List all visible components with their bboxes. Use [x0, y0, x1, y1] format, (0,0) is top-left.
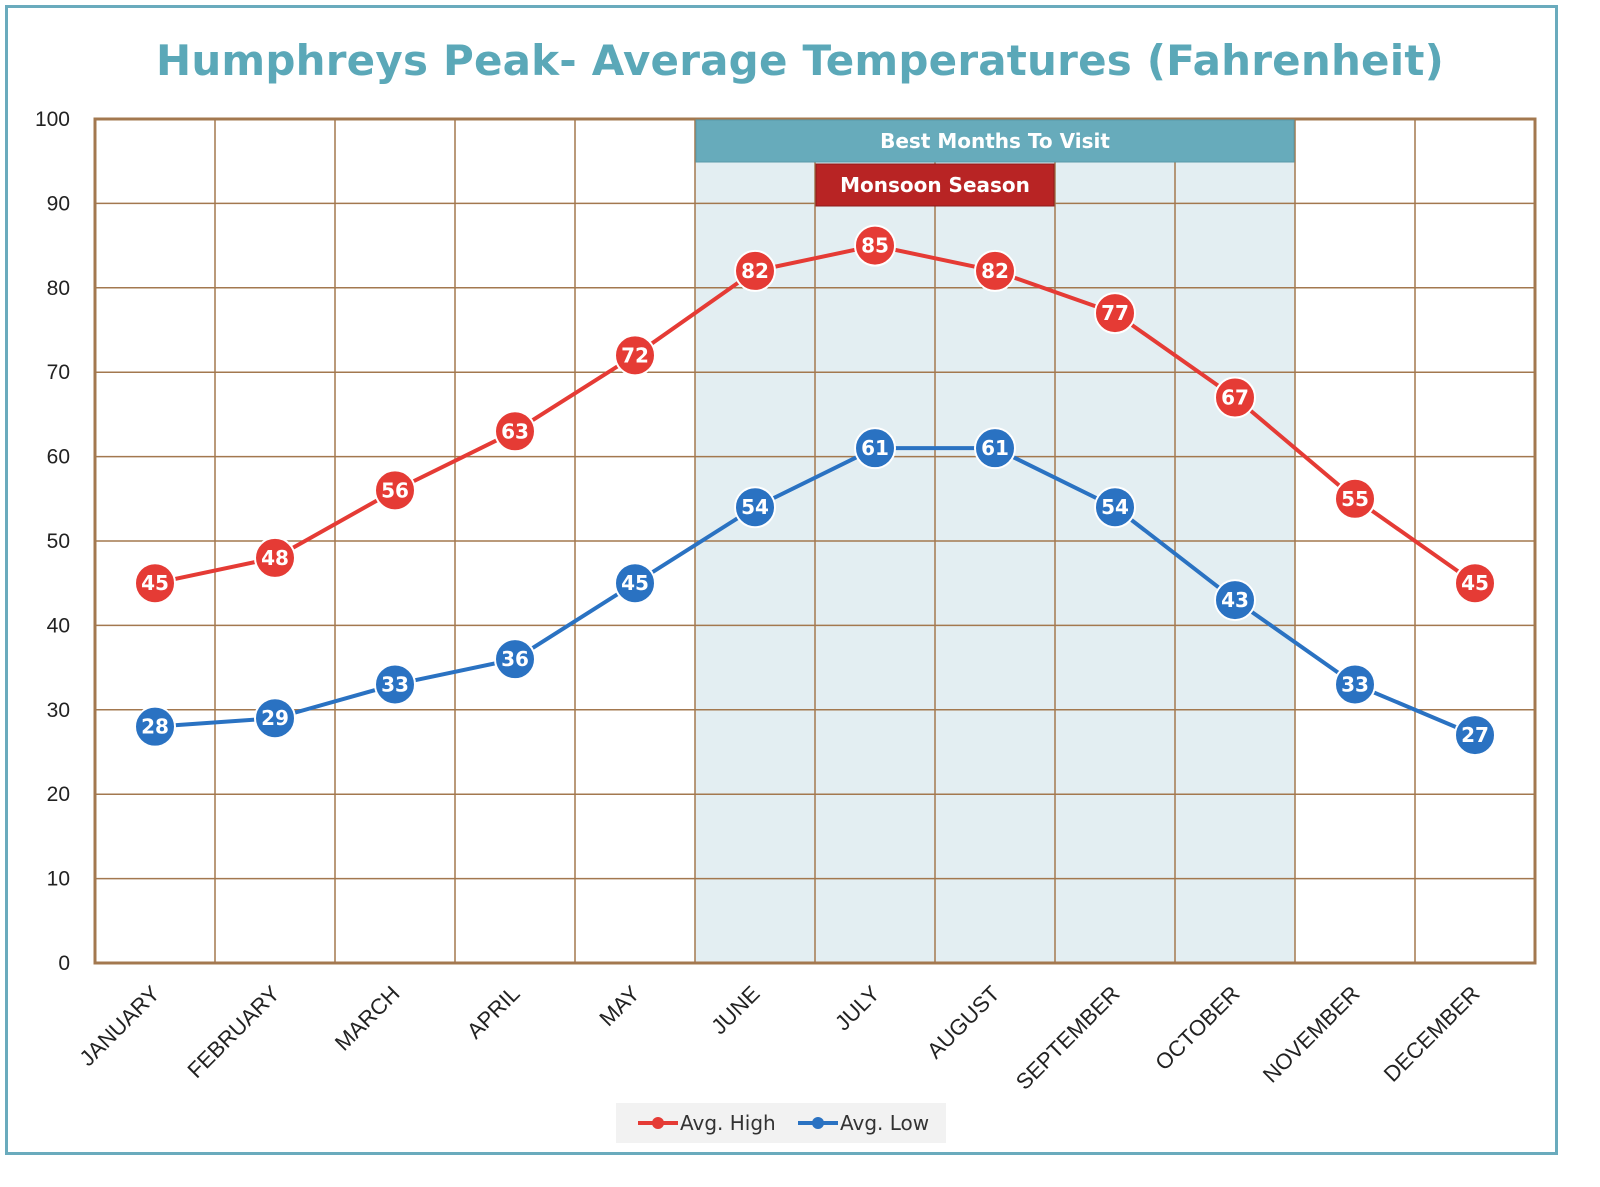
x-tick-label: JANUARY [75, 981, 165, 1071]
x-axis-ticks: JANUARY FEBRUARY MARCH APRIL MAY JUNE JULY AUGU… [75, 981, 1485, 1095]
y-tick-label: 30 [47, 699, 70, 722]
series-line [154, 243, 1477, 586]
y-tick-label: 0 [58, 952, 70, 975]
data-point [494, 638, 536, 681]
x-tick-label: NOVEMBER [1258, 981, 1365, 1088]
x-tick-label: JUNE [706, 981, 764, 1039]
data-point [374, 663, 416, 706]
data-label: 67 [1221, 386, 1249, 410]
data-point [854, 224, 896, 267]
data-label: 55 [1341, 487, 1369, 511]
data-label: 36 [501, 647, 529, 671]
data-label: 72 [621, 343, 649, 367]
data-label: 28 [141, 715, 169, 739]
data-point [494, 410, 536, 453]
data-point [614, 334, 656, 377]
data-point [1454, 562, 1496, 605]
data-label: 48 [261, 546, 289, 570]
y-tick-label: 100 [35, 108, 70, 131]
y-tick-label: 60 [47, 446, 70, 469]
data-label: 82 [981, 259, 1009, 283]
data-label: 43 [1221, 588, 1249, 612]
x-tick-label: JULY [830, 981, 885, 1036]
legend-marker [812, 1117, 824, 1129]
y-tick-label: 80 [47, 277, 70, 300]
data-point [1334, 663, 1376, 706]
data-point [974, 427, 1016, 470]
chart-title: Humphreys Peak- Average Temperatures (Fa… [155, 36, 1444, 85]
data-label: 45 [621, 571, 649, 595]
y-tick-label: 90 [47, 192, 70, 215]
data-label: 77 [1101, 301, 1129, 325]
y-tick-label: 20 [47, 783, 70, 806]
data-label: 27 [1461, 723, 1489, 747]
x-tick-label: SEPTEMBER [1011, 981, 1125, 1095]
x-tick-label: MAY [594, 981, 644, 1031]
data-point [134, 562, 176, 605]
annotation-label: Best Months To Visit [880, 129, 1110, 153]
x-tick-label: FEBRUARY [182, 981, 284, 1083]
legend-label: Avg. High [680, 1111, 776, 1135]
x-tick-label: AUGUST [922, 981, 1005, 1064]
x-tick-label: OCTOBER [1150, 981, 1244, 1075]
y-tick-label: 10 [47, 868, 70, 891]
data-point [974, 249, 1016, 292]
data-label: 56 [381, 478, 409, 502]
x-tick-label: MARCH [330, 981, 405, 1056]
data-point [254, 536, 296, 579]
x-tick-label: APRIL [462, 981, 525, 1044]
plot-border [93, 117, 1537, 965]
data-label: 45 [141, 571, 169, 595]
data-label: 61 [981, 436, 1009, 460]
x-tick-label: DECEMBER [1379, 981, 1485, 1087]
data-label: 54 [741, 495, 769, 519]
legend: Avg. High Avg. Low [616, 1103, 946, 1143]
data-label: 45 [1461, 571, 1489, 595]
annotation-bar [695, 119, 1295, 163]
y-tick-label: 40 [47, 614, 70, 637]
data-point [614, 562, 656, 605]
data-point [374, 469, 416, 512]
data-point [1094, 486, 1136, 529]
chart-grid [93, 117, 1537, 965]
data-point [1454, 714, 1496, 757]
data-point [734, 249, 776, 292]
data-label: 54 [1101, 495, 1129, 519]
annotations: Best Months To Visit Monsoon Season [695, 119, 1295, 207]
data-label: 33 [1341, 672, 1369, 696]
data-label: 29 [261, 706, 289, 730]
data-point [1214, 376, 1256, 419]
data-label: 63 [501, 419, 529, 443]
data-point [734, 486, 776, 529]
y-tick-label: 50 [47, 530, 70, 553]
data-label: 82 [741, 259, 769, 283]
legend-label: Avg. Low [840, 1111, 929, 1135]
legend-marker [652, 1117, 664, 1129]
data-point [254, 697, 296, 740]
data-label: 61 [861, 436, 889, 460]
data-label: 85 [861, 234, 889, 258]
data-point [1214, 579, 1256, 622]
annotation-bar [815, 163, 1055, 207]
y-axis-ticks: 0 10 20 30 40 50 60 70 80 90 100 [35, 108, 70, 975]
data-point [854, 427, 896, 470]
data-point [1334, 477, 1376, 520]
annotation-label: Monsoon Season [840, 173, 1030, 197]
data-label: 33 [381, 672, 409, 696]
y-tick-label: 70 [47, 361, 70, 384]
data-point [1094, 292, 1136, 335]
series-layer: 45 48 56 63 72 82 85 82 77 67 55 45 28 29 33 36 45 54 61 61… [134, 224, 1496, 757]
data-point [134, 705, 176, 748]
